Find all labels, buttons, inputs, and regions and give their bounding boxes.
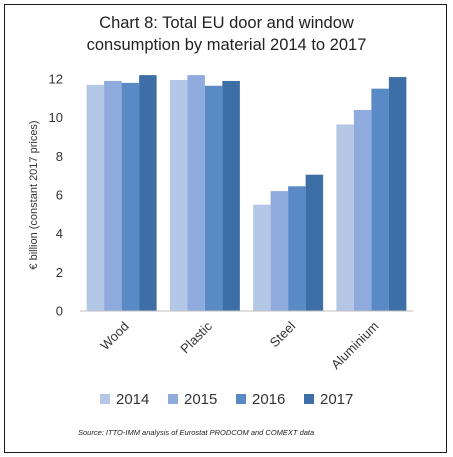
bar-plastic-2016 [204, 85, 223, 312]
bar-aluminium-2015 [353, 109, 372, 311]
bar-steel-2014 [253, 204, 271, 311]
y-tick-label: 4 [56, 226, 63, 241]
legend-label: 2014 [116, 391, 149, 408]
y-tick-label: 12 [49, 72, 63, 87]
x-tick-label: Plastic [177, 318, 215, 356]
bar-aluminium-2017 [388, 77, 407, 311]
y-axis-title: € billion (constant 2017 prices) [28, 120, 40, 269]
legend-label: 2016 [252, 391, 285, 408]
bar-wood-2017 [139, 75, 157, 311]
bar-wood-2015 [104, 80, 122, 311]
legend-swatch-2017 [304, 394, 314, 404]
bar-plastic-2017 [222, 80, 240, 311]
bar-plastic-2014 [169, 79, 188, 311]
legend-label: 2015 [184, 391, 217, 408]
bar-steel-2016 [288, 186, 306, 311]
bar-steel-2015 [270, 191, 289, 311]
x-tick-label: Steel [267, 318, 299, 350]
source-note: Source: ITTO-IMM analysis of Eurostat PR… [78, 428, 315, 437]
chart-title: Chart 8: Total EU door and window consum… [86, 14, 367, 54]
bar-steel-2017 [305, 174, 324, 311]
bar-aluminium-2014 [336, 124, 354, 311]
bar-plastic-2015 [187, 75, 205, 311]
legend-swatch-2015 [168, 394, 178, 404]
legend-swatch-2014 [100, 394, 110, 404]
bar-wood-2016 [121, 82, 140, 311]
y-tick-label: 0 [56, 304, 63, 319]
x-tick-label: Aluminium [328, 319, 382, 373]
y-tick-label: 6 [56, 188, 63, 203]
bar-wood-2014 [86, 84, 105, 311]
y-tick-label: 2 [56, 265, 63, 280]
legend-label: 2017 [320, 391, 353, 408]
x-tick-label: Wood [97, 319, 131, 353]
legend-swatch-2016 [236, 394, 246, 404]
bar-aluminium-2016 [371, 88, 389, 312]
y-tick-label: 8 [56, 149, 63, 164]
y-tick-label: 10 [49, 110, 63, 125]
